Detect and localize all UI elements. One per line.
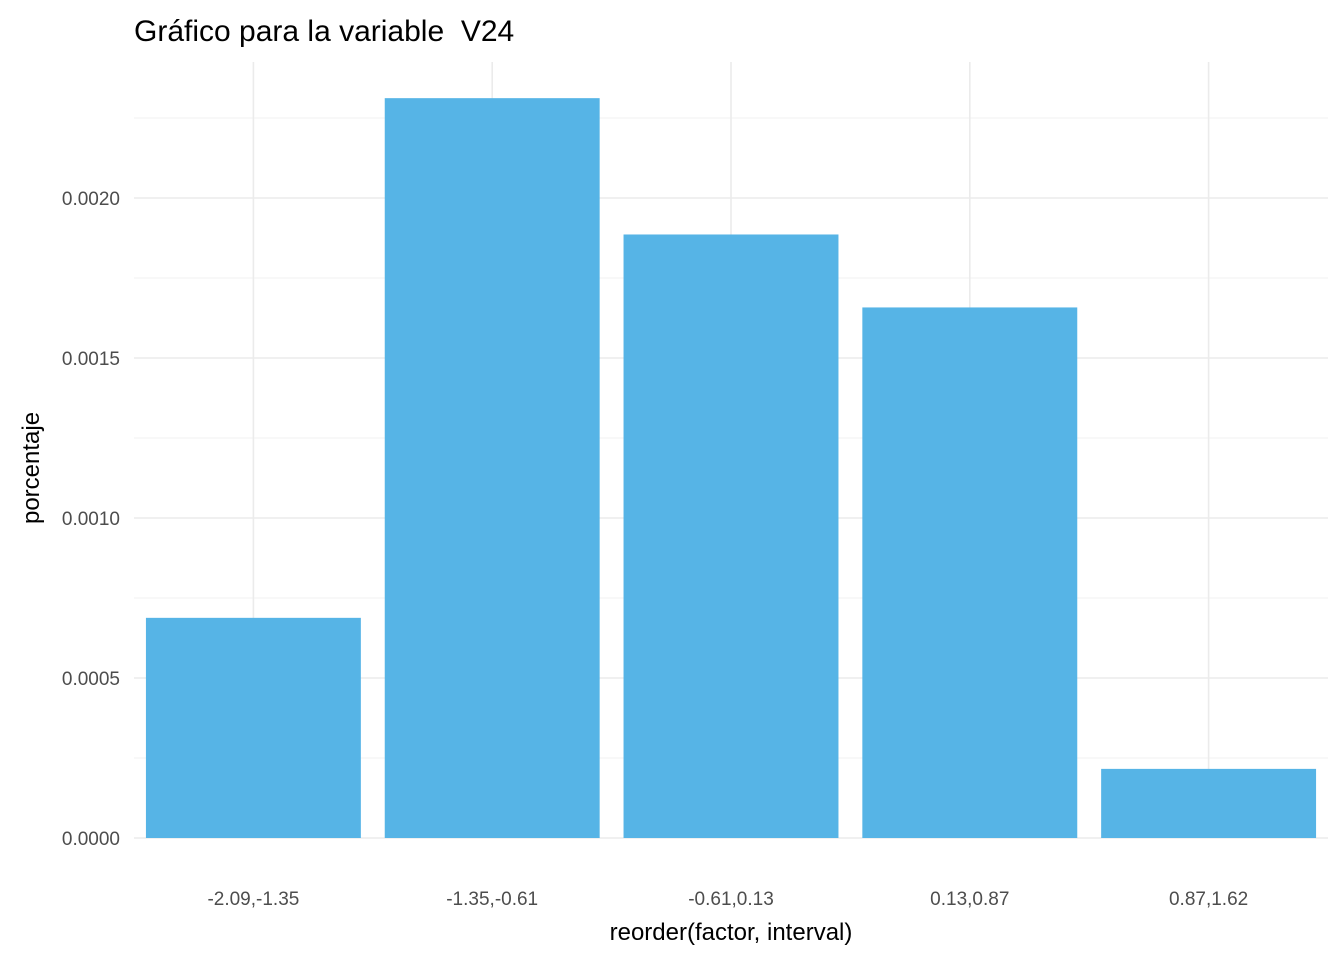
y-tick-label: 0.0015	[62, 349, 120, 370]
y-axis-title: porcentaje	[18, 412, 45, 524]
y-axis-ticks: 0.0000 0.0005 0.0010 0.0015 0.0020	[62, 189, 120, 850]
y-tick-label: 0.0005	[62, 669, 120, 690]
bars	[145, 98, 1317, 839]
y-tick-label: 0.0020	[62, 189, 120, 210]
bar	[862, 307, 1078, 838]
y-tick-label: 0.0000	[62, 829, 120, 850]
x-tick-label: -0.61,0.13	[688, 889, 774, 910]
bar	[1101, 768, 1317, 838]
y-tick-label: 0.0010	[62, 509, 120, 530]
x-axis-title: reorder(factor, interval)	[610, 919, 853, 946]
bar	[623, 234, 839, 839]
x-axis-ticks: -2.09,-1.35 -1.35,-0.61 -0.61,0.13 0.13,0.8…	[207, 889, 1248, 910]
bar	[384, 98, 600, 838]
x-tick-label: 0.13,0.87	[930, 889, 1009, 910]
x-tick-label: 0.87,1.62	[1169, 889, 1248, 910]
chart-title: Gráfico para la variable V24	[134, 15, 514, 48]
x-tick-label: -2.09,-1.35	[207, 889, 299, 910]
bar	[145, 617, 361, 838]
x-tick-label: -1.35,-0.61	[446, 889, 538, 910]
